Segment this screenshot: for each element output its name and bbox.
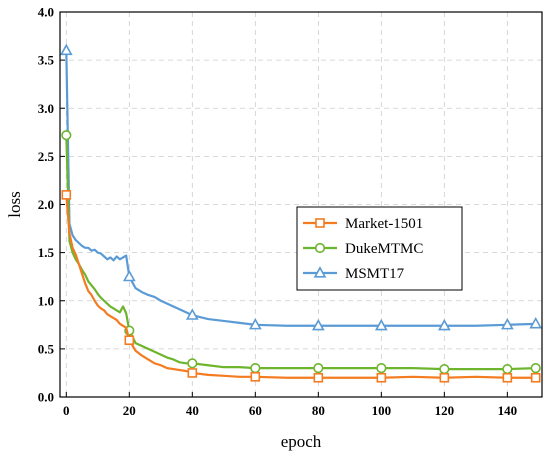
data-point	[439, 363, 450, 375]
data-point	[530, 363, 541, 374]
x-axis-title: epoch	[281, 432, 322, 451]
data-point	[500, 317, 514, 330]
data-point	[59, 43, 73, 56]
y-tick-label: 1.5	[38, 245, 55, 260]
data-point	[530, 372, 541, 383]
y-axis: 0.0 0.5 1.0 1.5 2.0 2.5 3.0 3.5 4.0	[38, 5, 65, 405]
legend-label: Market-1501	[345, 216, 423, 232]
data-point	[313, 363, 324, 374]
data-point	[439, 372, 450, 383]
x-tick-label: 60	[249, 403, 262, 418]
series-line	[65, 50, 536, 327]
data-point	[437, 318, 451, 331]
x-tick-label: 100	[372, 403, 392, 418]
y-tick-label: 4.0	[38, 5, 54, 20]
data-point	[311, 318, 325, 331]
y-tick-label: 0.5	[38, 341, 55, 356]
data-point	[248, 317, 262, 330]
data-point	[185, 308, 199, 320]
series-layer	[59, 43, 543, 383]
x-tick-label: 20	[123, 403, 136, 418]
y-tick-label: 3.5	[38, 53, 55, 68]
legend: Market-1501 DukeMTMC MSMT17	[296, 206, 463, 291]
data-point	[502, 363, 513, 375]
data-point	[187, 368, 198, 378]
x-tick-label: 0	[63, 403, 70, 418]
data-point	[124, 335, 135, 346]
y-tick-label: 3.0	[38, 101, 54, 116]
legend-marker	[314, 242, 326, 254]
data-point	[122, 269, 136, 282]
legend-label: MSMT17	[345, 266, 405, 282]
y-tick-label: 2.0	[38, 197, 54, 212]
x-axis: 0 20 40 60 80 100 120 140	[63, 392, 517, 418]
legend-marker	[315, 218, 325, 228]
data-point	[376, 372, 387, 383]
data-point	[374, 318, 388, 331]
data-point	[502, 372, 513, 383]
y-axis-title: loss	[5, 191, 24, 217]
legend-marker	[313, 266, 327, 278]
x-tick-label: 140	[498, 403, 518, 418]
y-tick-label: 1.0	[38, 293, 54, 308]
data-point	[61, 190, 72, 200]
x-tick-label: 120	[435, 403, 455, 418]
x-tick-label: 80	[312, 403, 325, 418]
data-point	[529, 317, 543, 329]
series-msmt17	[59, 43, 543, 331]
data-point	[61, 130, 72, 141]
y-tick-label: 2.5	[38, 149, 55, 164]
data-point	[376, 363, 387, 374]
data-point	[313, 372, 324, 383]
series-market-1501	[61, 190, 541, 383]
series-line	[65, 135, 536, 371]
legend-label: DukeMTMC	[345, 241, 423, 257]
data-point	[250, 363, 261, 374]
data-point	[187, 358, 198, 369]
data-point	[250, 371, 261, 382]
y-tick-label: 0.0	[38, 390, 54, 405]
series-line	[65, 194, 536, 379]
x-tick-label: 40	[186, 403, 199, 418]
grid-lines	[60, 11, 542, 398]
